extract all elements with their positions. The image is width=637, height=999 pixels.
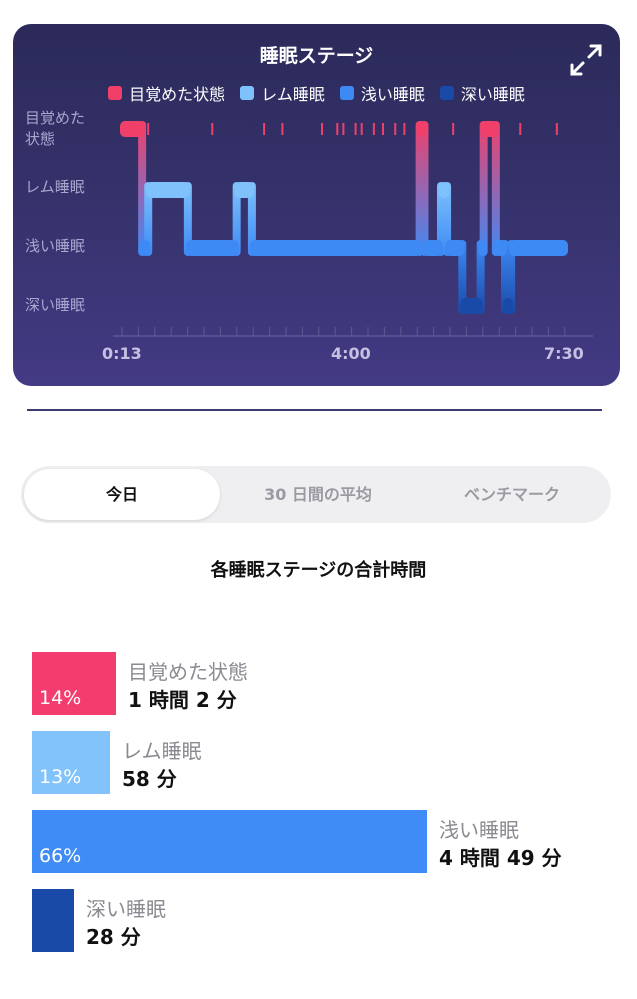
legend-swatch	[339, 86, 354, 100]
tab-30-day-average[interactable]: 30 日間の平均	[264, 485, 372, 504]
stage-duration: 58 分	[122, 767, 177, 791]
legend-label: 深い睡眠	[460, 85, 525, 104]
stage-transition	[138, 121, 147, 256]
stage-segment-rem	[438, 182, 450, 198]
stage-name: 深い睡眠	[86, 897, 166, 921]
stage-segment-light	[140, 240, 151, 256]
brief-wake-tick	[354, 123, 357, 135]
legend-swatch	[240, 86, 255, 100]
stage-segment-light	[478, 240, 486, 256]
card-title: 睡眠ステージ	[259, 45, 374, 67]
brief-wake-tick	[360, 123, 363, 135]
legend-item-deep: 深い睡眠	[439, 81, 525, 105]
stage-bar-light: 66%	[32, 810, 427, 873]
stage-name: 浅い睡眠	[439, 818, 519, 842]
stage-transition	[144, 182, 153, 256]
stage-segment-rem	[234, 182, 254, 198]
stage-transition	[436, 182, 445, 256]
brief-wake-tick	[382, 123, 385, 135]
legend-swatch	[439, 86, 454, 100]
stage-segment-light	[493, 240, 508, 256]
legend-label: 浅い睡眠	[360, 85, 425, 104]
brief-wake-tick	[211, 123, 214, 135]
time-label-start: 0:13	[102, 344, 142, 363]
brief-wake-tick	[372, 123, 375, 135]
chart-legend: 目覚めた状態 レム睡眠 浅い睡眠 深い睡眠	[13, 81, 620, 105]
summary-title: 各睡眠ステージの合計時間	[210, 560, 427, 581]
stage-label-awake: 目覚めた 状態	[25, 109, 86, 148]
stage-label-deep: 深い睡眠	[25, 296, 86, 314]
brief-wake-tick	[519, 123, 522, 135]
brief-wake-tick	[394, 123, 397, 135]
stage-segment-awake	[481, 121, 498, 137]
legend-item-rem: レム睡眠	[240, 81, 325, 105]
brief-wake-tick	[555, 123, 558, 135]
legend-label: レム睡眠	[261, 85, 325, 104]
stage-percent: 14%	[39, 687, 82, 709]
brief-wake-tick	[336, 123, 339, 135]
brief-wake-tick	[321, 123, 324, 135]
stage-duration: 1 時間 2 分	[128, 688, 237, 712]
legend-item-awake: 目覚めた状態	[108, 81, 225, 105]
stage-percent: 66%	[39, 845, 82, 867]
sleep-stage-card: 睡眠ステージ 目覚めた状態 レム睡眠 浅い睡眠 深い睡眠 目覚	[13, 24, 620, 386]
stage-bar-rem: 13%	[32, 731, 110, 794]
stage-segment-light	[422, 240, 443, 256]
stage-transition	[491, 121, 500, 256]
brief-wake-tick	[403, 123, 406, 135]
brief-wake-tick	[342, 123, 345, 135]
stage-segment-rem	[146, 182, 190, 198]
stage-name: レム睡眠	[122, 739, 202, 763]
period-tabs: 今日 30 日間の平均 ベンチマーク	[21, 466, 611, 523]
legend-label: 目覚めた状態	[129, 85, 226, 104]
expand-arrows-icon[interactable]	[568, 42, 604, 78]
brief-wake-tick	[147, 123, 150, 135]
legend-item-light: 浅い睡眠	[339, 81, 425, 105]
stage-name: 目覚めた状態	[128, 660, 248, 684]
tab-today[interactable]: 今日	[24, 469, 220, 520]
stage-segment-awake	[417, 121, 427, 137]
stage-label-rem: レム睡眠	[25, 178, 85, 196]
brief-wake-tick	[452, 123, 455, 135]
stage-transition	[443, 182, 452, 256]
stage-transition	[476, 240, 485, 314]
stage-percent: 13%	[39, 766, 82, 788]
stage-transition	[247, 182, 256, 256]
stage-segment-light	[185, 240, 239, 256]
stage-duration: 28 分	[86, 925, 141, 949]
legend-swatch	[108, 86, 123, 100]
stage-segment-light	[445, 240, 465, 256]
stage-transition	[479, 121, 488, 256]
brief-wake-tick	[281, 123, 284, 135]
stage-transition	[458, 240, 467, 314]
stage-segment-deep	[503, 298, 514, 314]
stage-duration: 4 時間 49 分	[439, 846, 562, 870]
stage-transition	[420, 121, 429, 256]
stage-transition	[501, 240, 510, 314]
stage-label-light: 浅い睡眠	[25, 237, 86, 255]
time-label-mid: 4:00	[331, 344, 371, 363]
section-divider	[27, 409, 602, 411]
hypnogram-chart	[113, 121, 593, 337]
stage-bar-deep	[32, 889, 74, 952]
tab-benchmark[interactable]: ベンチマーク	[463, 485, 560, 504]
stage-transition	[232, 182, 241, 256]
stage-transition	[183, 182, 192, 256]
time-label-end: 7:30	[544, 344, 584, 363]
stage-segment-light	[249, 240, 422, 256]
stage-transition	[507, 240, 516, 314]
stage-bar-awake: 14%	[32, 652, 116, 715]
stage-segment-awake	[120, 121, 145, 137]
brief-wake-tick	[263, 123, 266, 135]
stage-segment-deep	[460, 298, 483, 314]
stage-segment-light	[509, 240, 568, 256]
